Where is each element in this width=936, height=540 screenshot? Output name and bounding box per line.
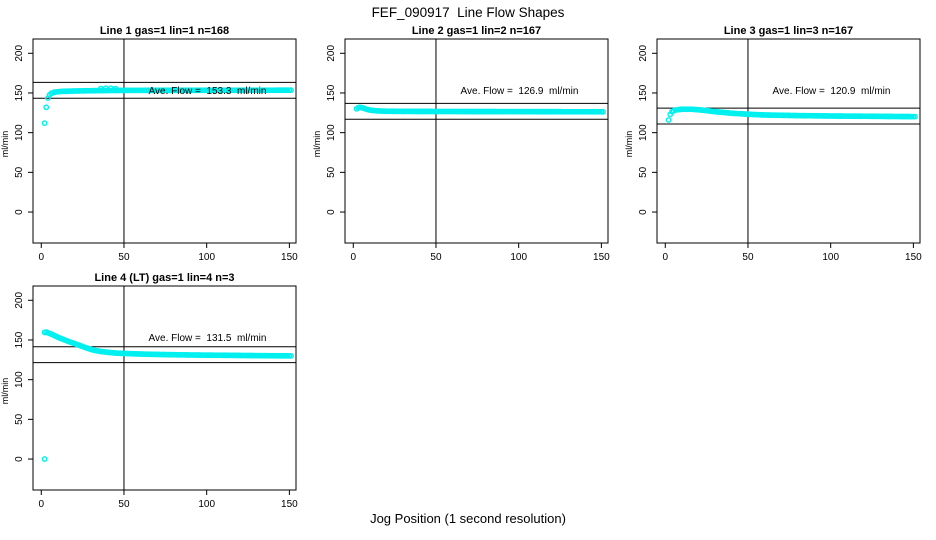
line4-flow-chart: 0 50 100 150 0 50 100 150 200 ml/min (0, 285, 298, 510)
panel-title-line-1: Line 1 gas=1 lin=1 n=168 (99, 25, 230, 37)
y-tick-label: 150 (638, 84, 649, 101)
y-tick-label: 150 (14, 331, 25, 348)
data-point (600, 108, 606, 115)
y-tick-label: 200 (14, 292, 25, 309)
y-tick-label: 50 (638, 166, 649, 178)
y-tick-label: 200 (326, 45, 337, 62)
line3-flow-chart: 0 50 100 150 0 50 100 150 200 ml/min (624, 38, 922, 263)
x-tick-label: 100 (510, 252, 527, 263)
plot-box (32, 38, 297, 244)
y-tick-label: 50 (326, 166, 337, 178)
x-tick-label: 100 (198, 252, 215, 263)
plot-box (344, 38, 609, 244)
data-point (41, 120, 48, 127)
y-tick-label: 150 (326, 84, 337, 101)
ave-flow-annotation-line-4: Ave. Flow = 131.5 ml/min (148, 333, 267, 344)
plot-box (32, 285, 297, 491)
y-tick-label: 100 (326, 124, 337, 141)
line1-flow-chart: 0 50 100 150 0 50 100 150 200 ml/min (0, 38, 298, 263)
main-title: FEF_090917 Line Flow Shapes (371, 5, 565, 20)
y-tick-label: 0 (14, 209, 25, 215)
x-tick-label: 150 (281, 499, 298, 510)
x-tick-label: 0 (38, 499, 44, 510)
x-tick-label: 100 (198, 499, 215, 510)
panel-line-4: 0 50 100 150 0 50 100 150 200 ml/min Line 4 (LT) … (0, 272, 312, 519)
ave-flow-annotation-line-2: Ave. Flow = 126.9 ml/min (460, 86, 579, 97)
line2-flow-chart: 0 50 100 150 0 50 100 150 200 ml/min (312, 38, 610, 263)
ave-flow-annotation-line-3: Ave. Flow = 120.9 ml/min (772, 86, 891, 97)
x-tick-label: 150 (281, 252, 298, 263)
data-point (41, 456, 48, 462)
data-point (112, 85, 119, 92)
y-tick-label: 100 (14, 371, 25, 388)
ave-flow-annotation-line-1: Ave. Flow = 153.3 ml/min (148, 86, 267, 97)
x-tick-label: 100 (822, 252, 839, 263)
panel-title-line-2: Line 2 gas=1 lin=2 n=167 (411, 25, 542, 37)
y-axis-label: ml/min (0, 131, 10, 158)
y-tick-label: 150 (14, 84, 25, 101)
y-axis-label: ml/min (624, 131, 634, 158)
x-tick-label: 50 (118, 499, 130, 510)
y-tick-label: 0 (638, 209, 649, 215)
panel-line-2: 0 50 100 150 0 50 100 150 200 ml/min Line 2 gas=1… (312, 25, 624, 272)
x-tick-label: 0 (350, 252, 356, 263)
data-point (288, 87, 294, 94)
data-point (288, 352, 294, 359)
y-axis-label: ml/min (0, 378, 10, 405)
x-tick-label: 50 (742, 252, 754, 263)
y-tick-label: 0 (14, 456, 25, 462)
y-tick-label: 100 (14, 124, 25, 141)
x-tick-label: 0 (662, 252, 668, 263)
y-tick-label: 100 (638, 124, 649, 141)
x-axis-label: Jog Position (1 second resolution) (370, 511, 566, 526)
y-tick-label: 200 (638, 45, 649, 62)
data-point (912, 113, 918, 120)
x-tick-label: 50 (118, 252, 130, 263)
y-tick-label: 50 (14, 166, 25, 178)
y-tick-label: 50 (14, 413, 25, 425)
x-tick-label: 150 (593, 252, 610, 263)
y-tick-label: 0 (326, 209, 337, 215)
x-tick-label: 0 (38, 252, 44, 263)
y-axis-label: ml/min (312, 131, 322, 158)
plot-box (656, 38, 921, 244)
x-tick-label: 150 (905, 252, 922, 263)
data-point (43, 104, 50, 111)
panel-title-line-3: Line 3 gas=1 lin=3 n=167 (723, 25, 854, 37)
data-point (665, 117, 672, 123)
y-tick-label: 200 (14, 45, 25, 62)
x-tick-label: 50 (430, 252, 442, 263)
panel-line-3: 0 50 100 150 0 50 100 150 200 ml/min Line 3 gas=1… (624, 25, 936, 272)
panel-line-1: 0 50 100 150 0 50 100 150 200 ml/min Line 1 gas=1… (0, 25, 312, 272)
panel-title-line-4: Line 4 (LT) gas=1 lin=4 n=3 (94, 272, 235, 284)
